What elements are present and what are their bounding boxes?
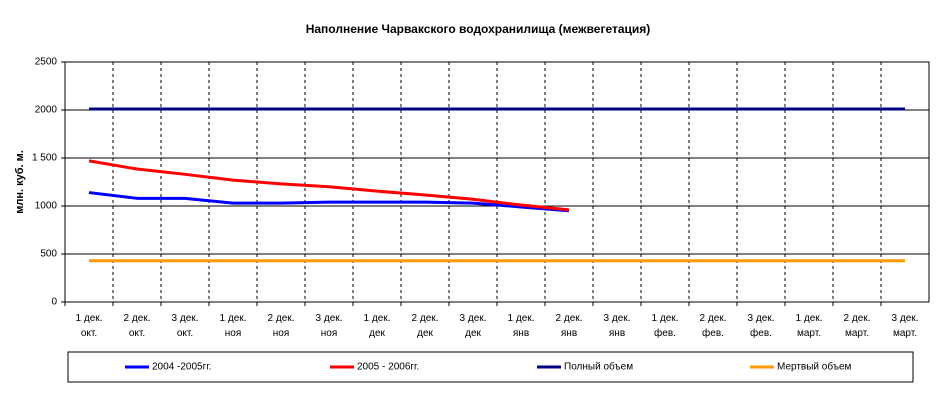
x-tick-label: 1 дек. янв	[508, 313, 535, 339]
x-tick-label: 2 дек. фев.	[700, 313, 727, 339]
x-tick-label: 2 дек. дек	[412, 313, 439, 339]
series-line	[88, 159, 570, 212]
x-tick-label: 2 дек. янв	[556, 313, 583, 339]
x-tick-label: 1 дек. дек	[364, 313, 391, 339]
legend-box	[67, 351, 914, 383]
legend-label: 2005 - 2006гг.	[357, 362, 419, 373]
x-tick-label: 3 дек. фев.	[748, 313, 775, 339]
x-tick-label: 1 дек. окт.	[76, 313, 103, 339]
series-line	[88, 191, 570, 213]
y-tick-label: 0	[51, 297, 57, 308]
chart-title: Наполнение Чарвакского водохранилища (ме…	[306, 22, 651, 36]
legend-label: Мертвый объем	[777, 361, 852, 373]
y-tick-label: 2500	[35, 57, 58, 68]
x-tick-label: 3 дек. янв	[604, 313, 631, 339]
x-tick-label: 2 дек. март.	[844, 313, 871, 339]
legend-label: Полный объем	[564, 361, 633, 373]
legend-label: 2004 -2005гг.	[152, 362, 211, 373]
y-tick-label: 2000	[35, 105, 58, 116]
x-tick-label: 3 дек. март.	[892, 313, 919, 339]
x-tick-label: 1 дек. ноя	[220, 313, 247, 339]
x-tick-label: 1 дек. март.	[796, 313, 823, 339]
x-tick-label: 3 дек. дек	[460, 313, 487, 339]
x-tick-label: 3 дек. ноя	[316, 313, 343, 339]
x-tick-label: 3 дек. окт.	[172, 313, 199, 339]
y-tick-label: 1000	[35, 201, 58, 212]
y-tick-label: 1 500	[32, 153, 57, 164]
x-tick-label: 2 дек. окт.	[124, 313, 151, 339]
y-axis-label: млн. куб. м.	[14, 150, 26, 214]
y-tick-label: 500	[40, 249, 57, 260]
x-tick-label: 1 дек. фев.	[652, 313, 679, 339]
x-tick-label: 2 дек. ноя	[268, 313, 295, 339]
